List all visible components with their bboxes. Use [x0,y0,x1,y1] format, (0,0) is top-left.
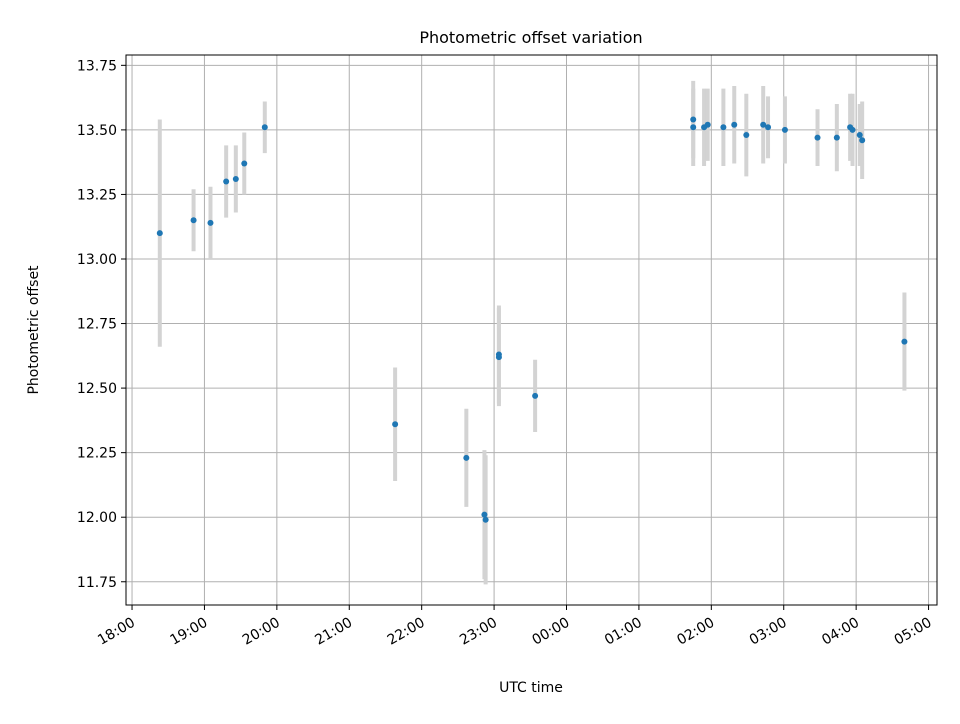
data-point [690,124,697,131]
data-point [760,121,767,128]
data-point [190,217,197,224]
data-point [482,516,489,523]
y-tick-label: 12.75 [77,317,117,333]
grid-lines [126,55,937,605]
data-point [463,454,470,461]
data-point [392,421,399,428]
plot-frame [125,54,938,606]
y-tick-label: 11.75 [77,575,117,591]
data-point [814,134,821,141]
y-axis-label: Photometric offset [26,265,42,395]
y-tick-label: 13.50 [77,123,117,139]
chart-title: Photometric offset variation [419,28,642,47]
data-point [532,392,539,399]
y-axis-ticks: 11.75 12.00 12.25 12.50 12.75 13.00 13.25 13.50… [77,58,126,591]
data-point [156,230,163,237]
y-tick-label: 13.75 [77,58,117,74]
y-tick-label: 13.00 [77,252,117,268]
data-point [856,132,863,139]
data-point [232,175,239,182]
data-point [261,124,268,131]
data-point [704,121,711,128]
data-point [241,160,248,167]
y-tick-label: 13.25 [77,187,117,203]
y-tick-label: 12.25 [77,446,117,462]
data-points [156,116,908,523]
data-point [781,126,788,133]
data-point [720,124,727,131]
data-point [690,116,697,123]
data-point [495,354,502,361]
y-tick-label: 12.00 [77,510,117,526]
data-point [223,178,230,185]
data-point [743,132,750,139]
x-axis-label: UTC time [499,680,563,696]
data-point [849,126,856,133]
data-point [901,338,908,345]
data-point [731,121,738,128]
data-point [833,134,840,141]
data-point [859,137,866,144]
data-point [481,511,488,518]
y-tick-label: 12.50 [77,381,117,397]
data-point [765,124,772,131]
data-point [207,219,214,226]
